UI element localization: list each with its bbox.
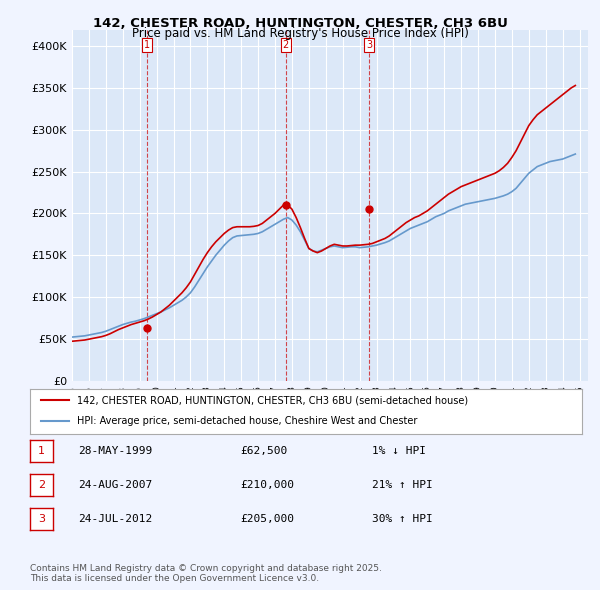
Text: 30% ↑ HPI: 30% ↑ HPI [372, 514, 433, 524]
Text: £62,500: £62,500 [240, 446, 287, 455]
Text: 24-AUG-2007: 24-AUG-2007 [78, 480, 152, 490]
Text: 21% ↑ HPI: 21% ↑ HPI [372, 480, 433, 490]
Text: Price paid vs. HM Land Registry's House Price Index (HPI): Price paid vs. HM Land Registry's House … [131, 27, 469, 40]
Text: 3: 3 [366, 40, 372, 50]
Text: 3: 3 [38, 514, 45, 524]
Text: 1: 1 [143, 40, 149, 50]
Text: 2: 2 [38, 480, 45, 490]
Text: HPI: Average price, semi-detached house, Cheshire West and Chester: HPI: Average price, semi-detached house,… [77, 417, 417, 426]
Text: 24-JUL-2012: 24-JUL-2012 [78, 514, 152, 524]
Text: 1: 1 [38, 446, 45, 455]
Text: Contains HM Land Registry data © Crown copyright and database right 2025.
This d: Contains HM Land Registry data © Crown c… [30, 563, 382, 583]
Text: 2: 2 [283, 40, 289, 50]
Text: 142, CHESTER ROAD, HUNTINGTON, CHESTER, CH3 6BU: 142, CHESTER ROAD, HUNTINGTON, CHESTER, … [92, 17, 508, 30]
Text: 28-MAY-1999: 28-MAY-1999 [78, 446, 152, 455]
Text: £205,000: £205,000 [240, 514, 294, 524]
Text: 1% ↓ HPI: 1% ↓ HPI [372, 446, 426, 455]
Text: 142, CHESTER ROAD, HUNTINGTON, CHESTER, CH3 6BU (semi-detached house): 142, CHESTER ROAD, HUNTINGTON, CHESTER, … [77, 395, 468, 405]
Text: £210,000: £210,000 [240, 480, 294, 490]
